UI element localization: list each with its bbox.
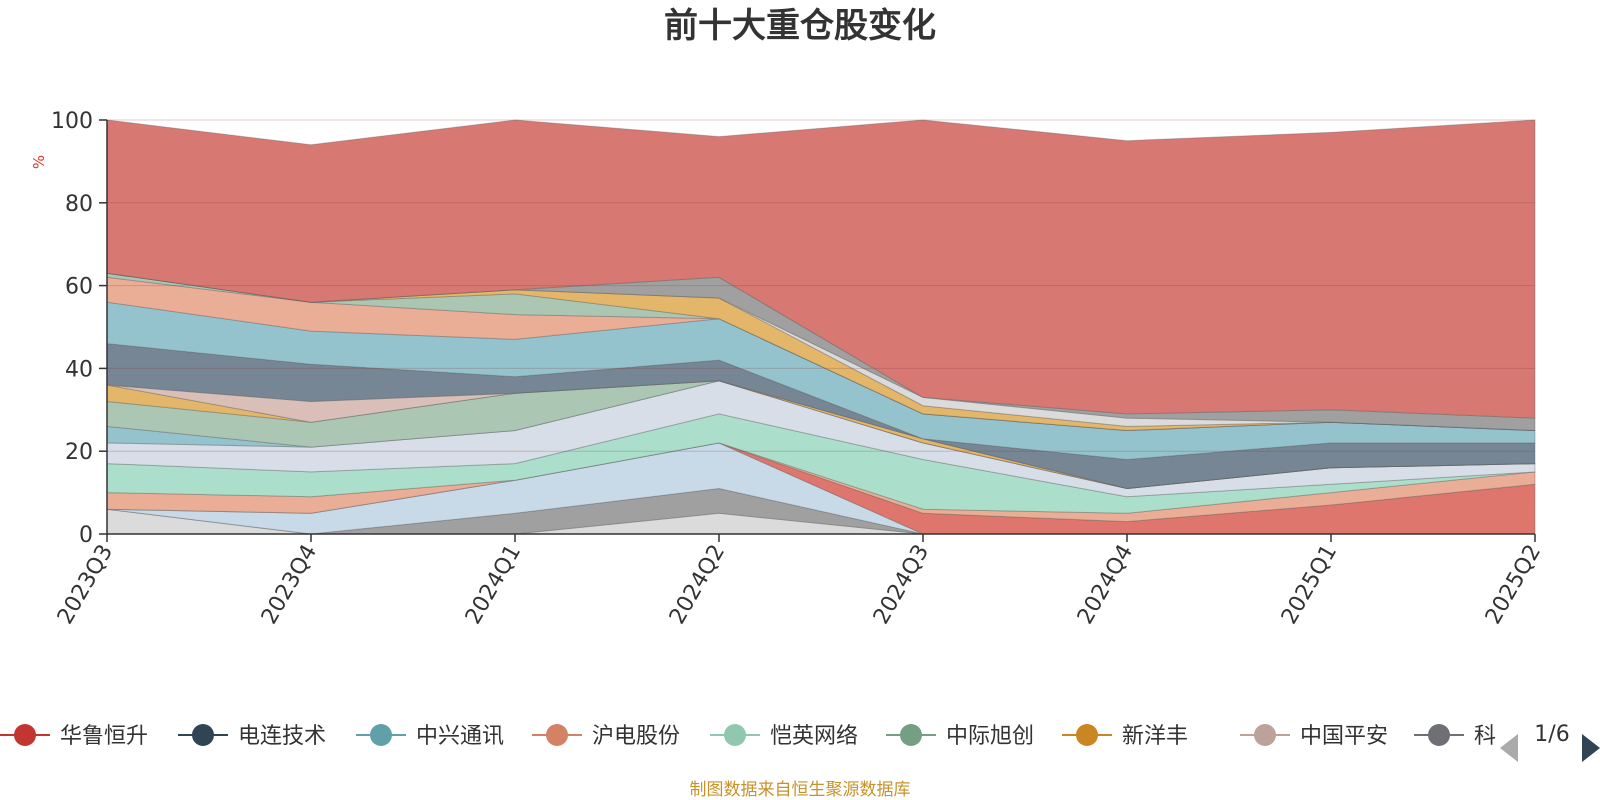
y-axis-ticks: 0 20 40 60 80 100 xyxy=(51,109,107,548)
legend-label: 沪电股份 xyxy=(592,724,680,749)
legend-marker xyxy=(1076,724,1098,746)
legend-label: 中国平安 xyxy=(1300,724,1388,749)
x-tick-label: 2025Q2 xyxy=(1481,541,1546,629)
legend: 华鲁恒升 电连技术 中兴通讯 沪电股份 恺英网络 中际旭创 新洋丰 中国平安 科 xyxy=(0,724,1496,749)
legend-item[interactable]: 科 xyxy=(1414,724,1496,749)
x-tick-label: 2025Q1 xyxy=(1277,541,1342,629)
x-axis-ticks: 2023Q3 2023Q4 2024Q1 2024Q2 2024Q3 2024Q4 2025… xyxy=(53,534,1546,629)
legend-label: 中际旭创 xyxy=(946,724,1034,749)
y-tick-label: 80 xyxy=(65,192,93,217)
legend-pager: 1/6 xyxy=(1500,722,1600,762)
legend-marker xyxy=(370,724,392,746)
triangle-right-icon[interactable] xyxy=(1582,734,1600,762)
legend-label: 新洋丰 xyxy=(1122,724,1188,749)
x-tick-label: 2024Q4 xyxy=(1073,541,1138,629)
legend-item[interactable]: 电连技术 xyxy=(178,724,326,749)
x-tick-label: 2023Q4 xyxy=(257,541,322,629)
legend-item[interactable]: 中兴通讯 xyxy=(356,724,504,749)
legend-item[interactable]: 中国平安 xyxy=(1240,724,1388,749)
data-source-note: 制图数据来自恒生聚源数据库 xyxy=(690,780,911,800)
legend-marker xyxy=(546,724,568,746)
legend-marker xyxy=(1254,724,1276,746)
y-axis-unit: % xyxy=(30,155,48,169)
area-series-4 xyxy=(106,442,1536,523)
legend-marker xyxy=(724,724,746,746)
y-tick-label: 0 xyxy=(79,523,93,548)
x-tick-label: 2023Q3 xyxy=(53,541,118,629)
legend-label: 恺英网络 xyxy=(770,724,858,749)
gridlines xyxy=(107,119,1535,452)
axes xyxy=(106,120,1535,535)
y-tick-label: 20 xyxy=(65,440,93,465)
y-tick-label: 40 xyxy=(65,357,93,382)
legend-label: 电连技术 xyxy=(238,724,326,749)
plot-area xyxy=(106,119,1536,535)
x-tick-label: 2024Q3 xyxy=(869,541,934,629)
legend-item[interactable]: 华鲁恒升 xyxy=(0,724,148,749)
legend-item[interactable]: 沪电股份 xyxy=(532,724,680,749)
legend-item[interactable]: 新洋丰 xyxy=(1062,724,1188,749)
legend-label: 科 xyxy=(1474,724,1496,749)
x-tick-label: 2024Q1 xyxy=(461,541,526,629)
legend-label: 中兴通讯 xyxy=(416,724,504,749)
y-tick-label: 100 xyxy=(51,109,93,134)
legend-label: 华鲁恒升 xyxy=(60,724,148,749)
legend-marker xyxy=(192,724,214,746)
legend-marker xyxy=(1428,724,1450,746)
legend-marker xyxy=(900,724,922,746)
chart-title: 前十大重仓股变化 xyxy=(664,6,936,46)
area-series-18 xyxy=(106,119,1536,419)
triangle-left-icon[interactable] xyxy=(1500,734,1518,762)
legend-marker xyxy=(14,724,36,746)
legend-page-indicator: 1/6 xyxy=(1534,722,1569,747)
legend-item[interactable]: 中际旭创 xyxy=(886,724,1034,749)
y-tick-label: 60 xyxy=(65,275,93,300)
legend-item[interactable]: 恺英网络 xyxy=(710,724,858,749)
x-tick-label: 2024Q2 xyxy=(665,541,730,629)
area-series-6 xyxy=(106,380,1536,498)
